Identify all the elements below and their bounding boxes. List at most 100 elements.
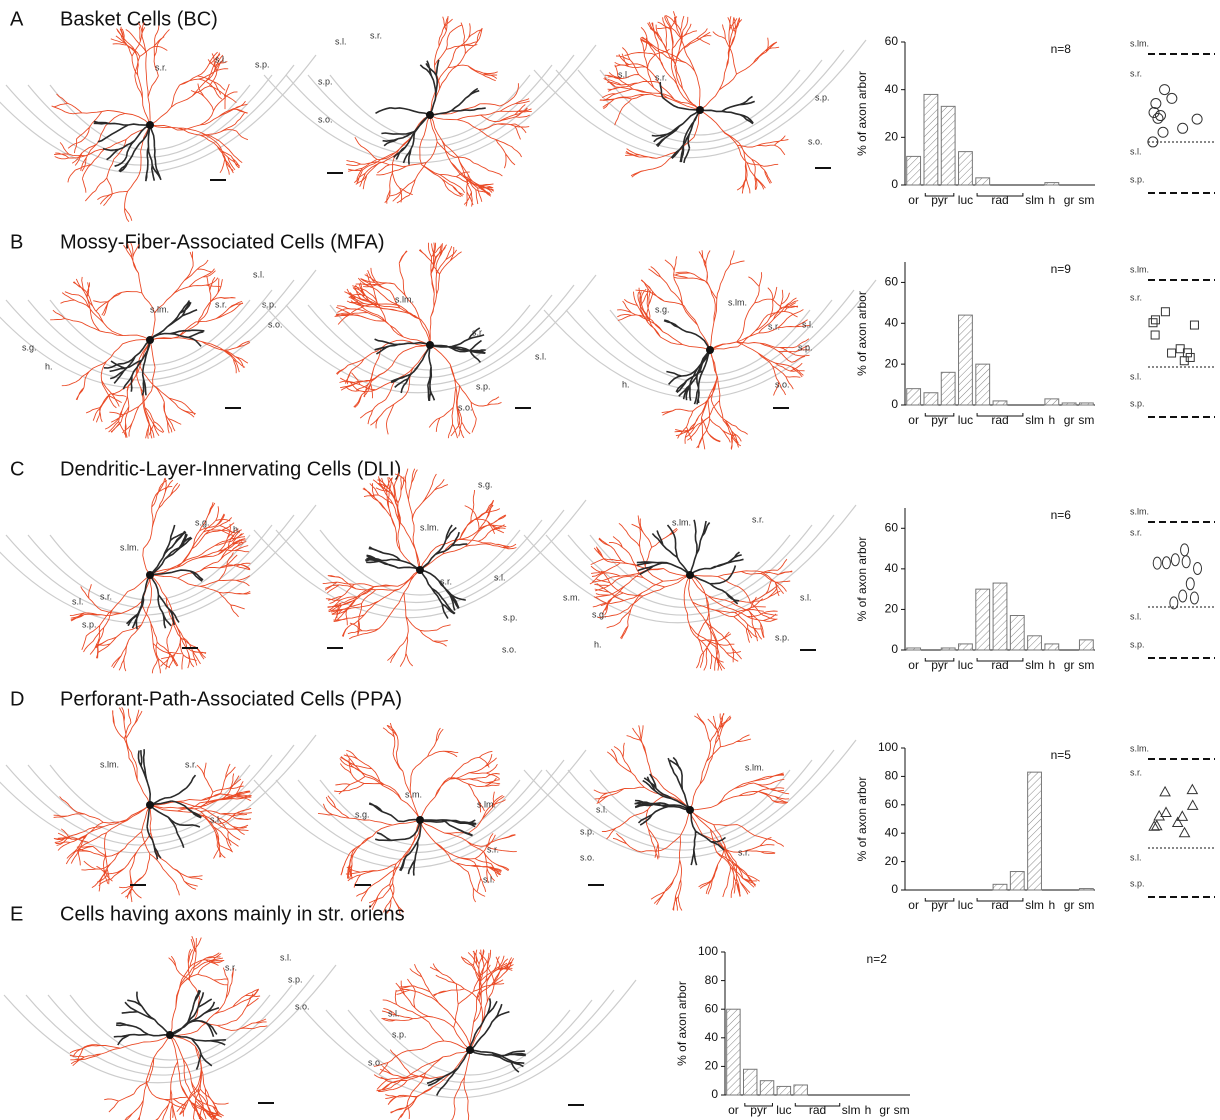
bar	[1079, 889, 1093, 890]
bar	[976, 589, 990, 650]
layer-label: s.p.	[262, 299, 277, 309]
y-tick-label: 40	[885, 561, 899, 575]
soma-marker	[1153, 557, 1161, 569]
y-tick-label: 20	[885, 602, 899, 616]
y-tick-label: 0	[891, 642, 898, 656]
soma-marker	[1154, 811, 1164, 820]
layer-label: s.g.	[592, 609, 607, 619]
y-axis-label: % of axon arbor	[855, 71, 869, 156]
layer-label: s.p.	[775, 632, 790, 642]
x-tick-label: slm	[842, 1103, 861, 1117]
bar	[993, 884, 1007, 890]
layer-label: s.lm.	[745, 762, 764, 772]
x-tick-label: slm	[1025, 193, 1044, 207]
neuron-axon	[590, 515, 792, 670]
bar	[760, 1081, 773, 1095]
bar	[976, 178, 990, 185]
neuron-dendrite	[664, 320, 710, 404]
neuron-drawing	[264, 16, 596, 206]
layer-label: s.l.	[535, 351, 547, 361]
neuron-drawing	[0, 478, 316, 673]
bar	[907, 648, 921, 650]
x-tick-label: gr	[1064, 658, 1075, 672]
y-tick-label: 60	[885, 520, 899, 534]
x-tick-label: luc	[958, 658, 973, 672]
y-axis-label: % of axon arbor	[855, 777, 869, 862]
soma-marker	[1151, 331, 1159, 339]
bar	[924, 393, 938, 405]
layer-label: s.p.	[318, 76, 333, 86]
n-label: n=5	[1051, 748, 1072, 762]
layer-label: s.o.	[775, 379, 790, 389]
y-tick-label: 20	[885, 130, 899, 144]
x-tick-label: or	[908, 898, 919, 912]
soma-marker	[1181, 544, 1189, 556]
x-tick-label: gr	[879, 1103, 890, 1117]
neuron-soma	[146, 571, 154, 579]
layer-label: s.o.	[502, 644, 517, 654]
layer-label: s.o.	[268, 319, 283, 329]
neuron-soma	[686, 571, 694, 579]
layer-label: s.l.	[215, 54, 227, 64]
soma-marker	[1179, 590, 1187, 602]
layer-label: s.l.	[388, 1008, 400, 1018]
layer-label: h.	[622, 379, 630, 389]
bar	[1028, 772, 1042, 890]
layer-label: s.lm.	[100, 759, 119, 769]
neuron-soma	[146, 121, 154, 129]
layer-label: s.r.	[370, 30, 382, 40]
y-tick-label: 40	[705, 1030, 719, 1044]
layer-boundary	[0, 735, 316, 853]
soma-marker	[1186, 578, 1194, 590]
layer-label: s.l.	[210, 814, 222, 824]
soma-marker	[1151, 316, 1159, 324]
layer-label: s.r.	[155, 62, 167, 72]
neuron-drawing	[524, 505, 856, 671]
x-tick-label: luc	[958, 898, 973, 912]
soma-marker	[1158, 127, 1168, 137]
x-tick-label: pyr	[931, 413, 948, 427]
soma-marker	[1190, 592, 1198, 604]
y-tick-label: 0	[711, 1087, 718, 1101]
layer-label: s.o.	[458, 402, 473, 412]
x-tick-label: sm	[1078, 193, 1094, 207]
x-tick-label: sm	[1078, 658, 1094, 672]
neuron-drawing	[254, 469, 586, 667]
bar	[976, 364, 990, 405]
panel-title: Cells having axons mainly in str. oriens	[60, 903, 405, 925]
x-tick-label: or	[908, 658, 919, 672]
soma-marker	[1151, 99, 1161, 109]
x-tick-label: or	[908, 413, 919, 427]
layer-label: s.p.	[503, 612, 518, 622]
soma-marker	[1186, 353, 1194, 361]
x-tick-label: pyr	[750, 1103, 767, 1117]
layer-label: s.lm.	[672, 517, 691, 527]
neuron-soma	[146, 801, 154, 809]
soma-layer-label: s.l.	[1130, 146, 1142, 156]
x-tick-label: pyr	[931, 898, 948, 912]
y-tick-label: 80	[885, 769, 899, 783]
neuron-soma	[466, 1046, 474, 1054]
bar	[924, 94, 938, 185]
neuron-axon	[346, 16, 532, 206]
y-tick-label: 0	[891, 882, 898, 896]
neuron-drawing	[0, 243, 316, 439]
neuron-axon	[600, 11, 789, 193]
bar	[1062, 403, 1076, 405]
y-tick-label: 40	[885, 82, 899, 96]
neuron-dendrite	[127, 525, 203, 629]
neuron-soma	[416, 566, 424, 574]
soma-marker	[1182, 556, 1190, 568]
layer-label: s.lm.	[728, 297, 747, 307]
soma-layer-label: s.r.	[1130, 527, 1142, 537]
x-tick-label: or	[728, 1103, 739, 1117]
soma-layer-label: s.l.	[1130, 852, 1142, 862]
bar	[1045, 183, 1059, 185]
figure: ABasket Cells (BC)s.r.s.l.s.p.s.l.s.r.s.…	[0, 0, 1220, 1120]
soma-marker	[1160, 787, 1170, 796]
soma-layer-label: s.l.	[1130, 611, 1142, 621]
x-tick-label: rad	[809, 1103, 826, 1117]
soma-marker	[1161, 308, 1169, 316]
soma-layer-label: s.p.	[1130, 639, 1145, 649]
neuron-drawing	[0, 707, 316, 902]
